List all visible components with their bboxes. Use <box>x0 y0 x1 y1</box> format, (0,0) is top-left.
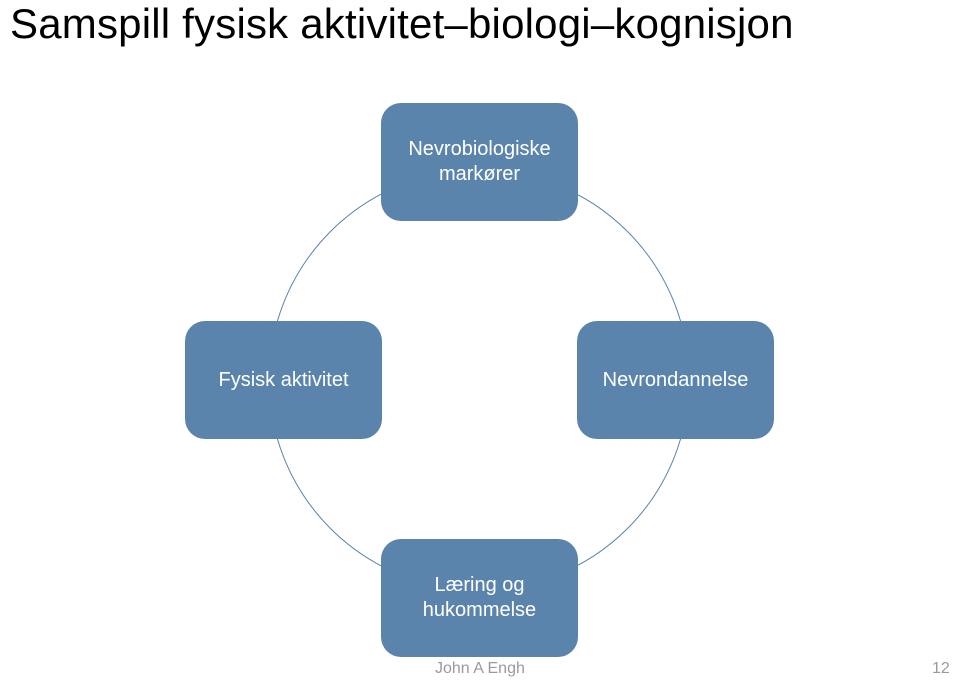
node-right-label: Nevrondannelse <box>603 369 749 391</box>
node-bottom-label: hukommelse <box>423 599 536 621</box>
node-bottom: Læring og hukommelse <box>381 539 578 657</box>
node-top-label: markører <box>439 163 520 185</box>
node-top-label: Nevrobiologiske <box>408 138 550 160</box>
node-right: Nevrondannelse <box>577 321 774 439</box>
node-left: Fysisk aktivitet <box>185 321 382 439</box>
slide: Samspill fysisk aktivitet–biologi–kognis… <box>0 0 960 682</box>
node-bottom-label: Læring og <box>434 574 524 596</box>
footer-author: John A Engh <box>435 660 525 678</box>
node-top: Nevrobiologiske markører <box>381 103 578 221</box>
footer-page-number: 12 <box>932 660 950 678</box>
node-left-label: Fysisk aktivitet <box>218 369 348 391</box>
